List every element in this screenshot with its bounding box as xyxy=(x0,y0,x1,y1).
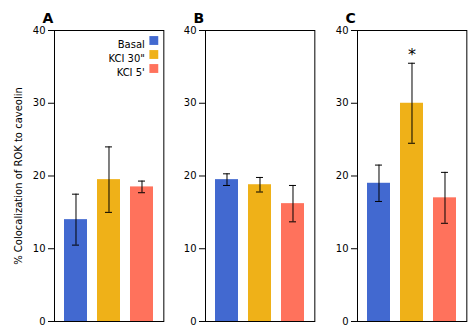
svg-text:30: 30 xyxy=(184,97,197,108)
svg-text:10: 10 xyxy=(184,243,197,254)
svg-text:B: B xyxy=(194,10,205,26)
svg-text:0: 0 xyxy=(342,316,348,327)
svg-text:KCI 5': KCI 5' xyxy=(117,67,145,78)
svg-text:40: 40 xyxy=(335,25,348,36)
svg-text:A: A xyxy=(42,10,53,26)
svg-text:40: 40 xyxy=(33,25,46,36)
svg-text:20: 20 xyxy=(184,170,197,181)
svg-text:*: * xyxy=(408,45,416,64)
svg-text:KCI 30": KCI 30" xyxy=(108,53,144,64)
svg-text:40: 40 xyxy=(184,25,197,36)
svg-text:0: 0 xyxy=(190,316,196,327)
svg-text:30: 30 xyxy=(33,97,46,108)
svg-text:20: 20 xyxy=(33,170,46,181)
svg-text:Basal: Basal xyxy=(118,39,145,50)
svg-text:C: C xyxy=(345,10,355,26)
svg-text:10: 10 xyxy=(33,243,46,254)
svg-text:20: 20 xyxy=(335,170,348,181)
svg-text:% Colocalization of ROK to cav: % Colocalization of ROK to caveolin xyxy=(13,87,24,265)
svg-text:10: 10 xyxy=(335,243,348,254)
svg-text:0: 0 xyxy=(39,316,45,327)
svg-text:30: 30 xyxy=(335,97,348,108)
